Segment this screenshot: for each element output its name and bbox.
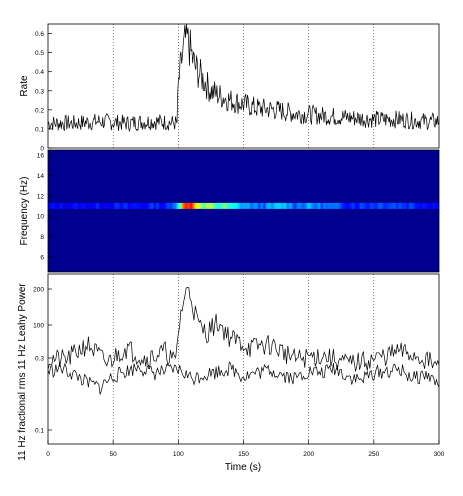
time-tick-label-0: 0	[46, 451, 50, 458]
rate-tick-label-1: 0.1	[35, 126, 44, 133]
frequency-tick-label-0: 6	[40, 254, 44, 261]
time-tick-label-5: 250	[368, 451, 379, 458]
frequency-tick-label-3: 12	[37, 193, 45, 200]
time-tick-label-3: 150	[238, 451, 249, 458]
frequency-tick-label-5: 16	[37, 153, 45, 160]
time-tick-label-6: 300	[434, 451, 445, 458]
time-tick-label-4: 200	[303, 451, 314, 458]
leahy-power-line	[47, 287, 440, 372]
time-tick-label-2: 100	[173, 451, 184, 458]
frequency-ylabel: Frequency (Hz)	[19, 177, 30, 246]
rate-tick-label-6: 0.6	[35, 31, 44, 38]
power-tick-label-2: 100	[33, 323, 44, 330]
power-y-ticks: 0.1 0.3 100 200	[33, 287, 52, 435]
power-ylabel: 11 Hz fractional rms 11 Hz Leahy Power	[17, 283, 28, 461]
power-tick-label-3: 200	[33, 287, 44, 294]
spectrogram-frame	[47, 149, 440, 273]
spectrogram-background	[48, 150, 439, 272]
rate-y-ticks: 0 0.1 0.2 0.3 0.4 0.5 0.6	[35, 31, 52, 153]
frequency-tick-label-2: 10	[37, 214, 45, 221]
rate-tick-label-4: 0.4	[35, 69, 44, 76]
power-grid	[112, 274, 375, 444]
frequency-panel: 6 8 10 12 14 16 Frequency (Hz)	[19, 149, 440, 273]
power-tick-label-0: 0.1	[35, 428, 44, 435]
frequency-tick-label-4: 14	[37, 173, 45, 180]
spectrogram-band	[48, 202, 439, 209]
rate-tick-label-3: 0.3	[35, 88, 44, 95]
rate-plot-area	[47, 23, 440, 149]
rate-tick-label-2: 0.2	[35, 107, 44, 114]
power-tick-label-1: 0.3	[35, 356, 44, 363]
time-xlabel: Time (s)	[225, 462, 261, 473]
time-tick-label-1: 50	[110, 451, 118, 458]
rate-tick-label-0: 0	[40, 146, 44, 153]
rate-panel: 0 0.1 0.2 0.3 0.4 0.5 0.6 Rate	[19, 23, 440, 153]
rate-tick-label-5: 0.5	[35, 50, 44, 57]
time-x-ticks: 0 50 100 150 200 250 300	[46, 440, 445, 458]
fractional-rms-line	[47, 361, 440, 395]
rate-ylabel: Rate	[19, 75, 30, 97]
power-panel: 0.1 0.3 100 200 0 50 100 150 200 250 300 11 Hz fr…	[17, 273, 445, 473]
frequency-y-ticks: 6 8 10 12 14 16	[37, 153, 52, 261]
frequency-tick-label-1: 8	[40, 234, 44, 241]
rate-series-line	[47, 23, 440, 133]
